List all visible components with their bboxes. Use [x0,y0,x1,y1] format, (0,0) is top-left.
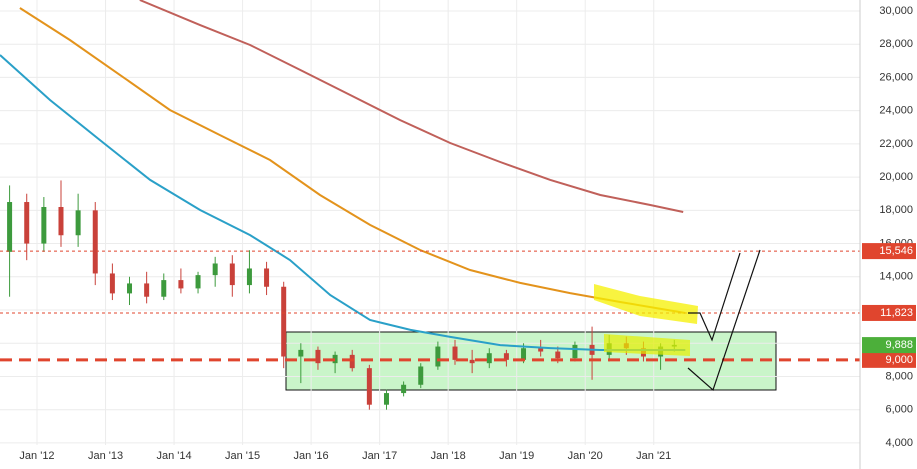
y-tick-label: 4,000 [885,437,913,449]
candle-body [41,207,47,244]
candle-body [469,359,475,364]
price-label: 15,546 [879,245,913,257]
annotations-over [594,249,761,392]
candle-body [452,346,458,360]
candle-body [298,349,304,357]
candle-body [418,366,424,385]
highlight [594,284,698,324]
candle-body [366,368,372,405]
price-label-box [862,243,916,260]
y-tick-label: 22,000 [879,138,913,150]
candle-body [264,268,270,287]
y-tick-label: 30,000 [879,5,913,17]
projection-line [687,249,761,392]
x-tick-label: Jan '17 [362,450,397,462]
candle-body [246,268,252,286]
price-label-box [862,337,916,354]
x-tick-label: Jan '13 [88,450,123,462]
price-label: 11,823 [880,307,913,319]
y-tick-label: 18,000 [879,204,913,216]
x-tick-label: Jan '21 [636,450,671,462]
candle-body [195,275,201,289]
moving-average-line [0,54,686,351]
y-tick-label: 24,000 [879,105,913,117]
candle-body [555,351,561,359]
candle-body [521,348,527,360]
candle-body [92,210,98,274]
price-label: 9,000 [885,354,913,366]
x-tick-label: Jan '20 [568,450,603,462]
projection-line [688,252,741,342]
candle-body [538,348,544,352]
axis: 4,0006,0008,00010,00012,00014,00016,0001… [19,5,916,462]
candle-body [24,202,30,244]
price-label: 9,888 [885,339,913,351]
moving-average-line [19,7,686,314]
candle-body [144,283,150,297]
candle-body [75,210,81,236]
candle-body [229,263,235,286]
candle-body [7,202,13,252]
candle-body [349,354,355,369]
x-tick-label: Jan '16 [294,450,329,462]
x-tick-label: Jan '12 [19,450,54,462]
price-label-box [862,351,916,368]
x-tick-label: Jan '19 [499,450,534,462]
price-label-box [862,304,916,321]
candle-body [315,349,321,364]
y-tick-label: 8,000 [885,370,913,382]
candle-body [486,353,492,364]
candle-body [383,393,389,405]
candle-body [127,283,133,294]
x-tick-label: Jan '14 [156,450,191,462]
candle-body [281,286,287,357]
y-tick-label: 26,000 [879,71,913,83]
y-tick-label: 20,000 [879,171,913,183]
y-tick-label: 28,000 [879,38,913,50]
y-tick-label: 14,000 [879,271,913,283]
candle-body [212,263,218,276]
x-tick-label: Jan '18 [431,450,466,462]
candle-body [58,207,64,236]
candle-body [401,384,407,394]
y-tick-label: 6,000 [885,404,913,416]
candle-body [109,273,115,294]
candle-body [178,280,184,289]
highlight [604,334,690,356]
candle-body [332,354,338,364]
grid [0,0,860,445]
moving-average-line [139,0,684,213]
candle-body [435,346,441,367]
candle-body [161,280,167,297]
x-tick-label: Jan '15 [225,450,260,462]
candle-body [503,353,509,360]
candle-body [572,344,578,359]
plot [0,0,860,410]
